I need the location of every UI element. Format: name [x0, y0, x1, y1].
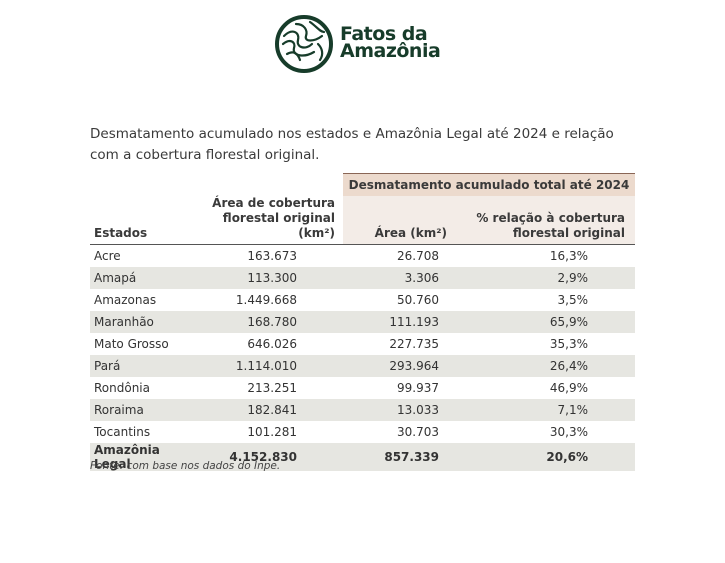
cell: 30.703: [397, 425, 439, 439]
cell: 20,6%: [455, 443, 636, 471]
cell: Tocantins: [94, 425, 151, 439]
cell: Roraima: [90, 399, 200, 421]
table-row: Roraima 182.841 13.033 7,1%: [90, 399, 636, 421]
cell: 227.735: [389, 337, 439, 351]
table-row: Amapá 113.300 3.306 2,9%: [90, 267, 636, 289]
cell: 113.300: [200, 267, 343, 289]
cell: 2,9%: [455, 267, 636, 289]
cell: 99.937: [397, 381, 439, 395]
table-row: Pará 1.114.010 293.964 26,4%: [90, 355, 636, 377]
column-header: Área de cobertura florestal original (km…: [200, 196, 343, 245]
cell: 163.673: [247, 249, 297, 263]
table-row: Rondônia 213.251 99.937 46,9%: [90, 377, 635, 399]
table-row: Mato Grosso 646.026 227.735 35,3%: [90, 333, 635, 355]
cell: 857.339: [343, 443, 455, 471]
cell: 646.026: [247, 337, 297, 351]
cell: Mato Grosso: [94, 337, 169, 351]
total-row: Amazônia Legal 4.152.830 857.339 20,6%: [90, 443, 636, 471]
logo-line: Fatos da: [340, 23, 428, 45]
cell: 101.281: [247, 425, 297, 439]
cell: Pará: [90, 355, 200, 377]
cell: 1.114.010: [200, 355, 343, 377]
logo-text: Fatos da Amazônia: [340, 23, 441, 62]
logo: Fatos da Amazônia: [274, 14, 444, 74]
cell: 3,5%: [557, 293, 589, 307]
cell: 4.152.830: [200, 443, 343, 471]
cell: 3.306: [343, 267, 455, 289]
cell: Amazonas: [94, 293, 157, 307]
caption: Desmatamento acumulado nos estados e Ama…: [90, 126, 614, 163]
cell: 213.251: [247, 381, 297, 395]
column-header: Área (km²): [343, 196, 455, 245]
column-header: % relação à cobertura florestal original: [455, 196, 636, 245]
cell: 293.964: [343, 355, 455, 377]
cell: 35,3%: [549, 337, 589, 351]
cell: 26.708: [397, 249, 439, 263]
table-row: Tocantins 101.281 30.703 30,3%: [90, 421, 635, 443]
cell: 182.841: [200, 399, 343, 421]
table-row: Maranhão 168.780 111.193 65,9%: [90, 311, 636, 333]
cell: 30,3%: [549, 425, 589, 439]
column-header: Estados: [90, 196, 200, 245]
cell: 16,3%: [549, 249, 589, 263]
table-row: Amazonas 1.449.668 50.760 3,5%: [90, 289, 635, 311]
logo-icon: [275, 15, 333, 73]
table-row: Acre 163.673 26.708 16,3%: [90, 245, 635, 268]
cell: 13.033: [343, 399, 455, 421]
cell: Amapá: [90, 267, 200, 289]
logo-line: Amazônia: [340, 40, 441, 62]
data-table: Desmatamento acumulado total até 2024 Es…: [90, 173, 636, 471]
cell: 168.780: [200, 311, 343, 333]
cell: 111.193: [343, 311, 455, 333]
cell: 1.449.668: [235, 293, 297, 307]
cell: 7,1%: [455, 399, 636, 421]
cell: 65,9%: [455, 311, 636, 333]
group-header: Desmatamento acumulado total até 2024: [343, 173, 636, 196]
cell: Rondônia: [94, 381, 150, 395]
cell: 26,4%: [455, 355, 636, 377]
cell: Amazônia Legal: [90, 443, 200, 471]
source: Fonte: com base nos dados do Inpe.: [90, 460, 281, 472]
cell: Acre: [94, 249, 121, 263]
cell: Maranhão: [90, 311, 200, 333]
cell: 46,9%: [549, 381, 589, 395]
cell: 50.760: [397, 293, 439, 307]
